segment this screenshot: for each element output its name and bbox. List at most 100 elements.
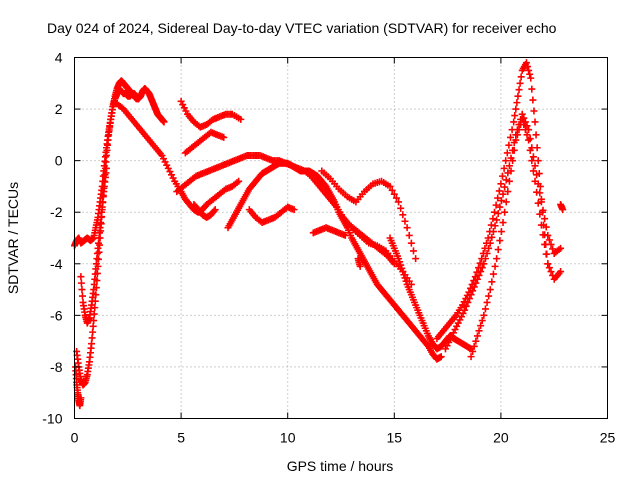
data-point [210,207,218,215]
series-trace-q [433,59,552,343]
data-point [478,264,486,272]
data-point [530,107,538,115]
data-point [532,131,540,139]
data-point [399,268,407,276]
data-point [398,264,406,272]
data-point [473,275,481,283]
series-trace-g [181,128,228,157]
data-point [515,86,523,94]
y-tick-label: 0 [55,153,63,169]
data-point [526,70,534,78]
data-point [528,157,536,165]
chart-title: Day 024 of 2024, Sidereal Day-to-day VTE… [47,20,557,36]
data-point [518,115,526,123]
data-point [469,287,477,295]
data-point [472,337,480,345]
data-point [497,228,505,236]
data-point [503,149,511,157]
y-tick-label: -8 [50,359,63,375]
data-point [545,236,553,244]
data-point [545,264,553,272]
data-point [467,291,475,299]
data-point [537,221,545,229]
series-trace-b [73,87,142,389]
data-point [493,216,501,224]
data-point [541,215,549,223]
data-point [290,206,298,214]
data-point [501,183,509,191]
data-point [527,74,535,82]
data-point [496,237,504,245]
data-point [405,231,413,239]
series-trace-k [245,203,298,227]
data-point [134,95,142,103]
data-point [491,208,499,216]
data-point [477,268,485,276]
data-point [517,73,525,81]
data-point [511,112,519,120]
series-trace-i [190,200,219,221]
data-point [480,311,488,319]
data-point [390,190,398,198]
data-point [529,153,537,161]
data-point [489,215,497,223]
series-trace-o [354,255,364,270]
data-point [498,172,506,180]
data-point [494,246,502,254]
data-point [497,197,505,205]
x-tick-label: 15 [387,430,403,446]
data-point [542,223,550,231]
data-point [526,146,534,154]
data-point [509,157,517,165]
data-point [396,258,404,266]
data-point [492,201,500,209]
data-point [461,306,469,314]
data-point [494,210,502,218]
data-point [502,176,510,184]
data-point [77,273,85,281]
data-point [547,268,555,276]
data-point [513,131,521,139]
data-point [495,187,503,195]
data-point [399,211,407,219]
data-point [557,244,565,252]
data-point [235,177,243,185]
data-point [506,133,514,141]
data-point [539,231,547,239]
data-point [520,121,528,129]
data-point [547,240,555,248]
y-tick-label: -6 [50,307,63,323]
data-point [481,305,489,313]
data-point [531,118,539,126]
data-point [507,167,515,175]
data-point [102,158,110,166]
data-point [510,146,518,154]
series-trace-d [77,164,110,327]
data-point [473,332,481,340]
data-point [486,286,494,294]
data-point [477,322,485,330]
y-axis-title: SDTVAR / TECUs [5,182,21,294]
data-point [559,206,567,214]
data-point [537,198,545,206]
data-point [496,203,504,211]
data-point [412,255,420,263]
data-point [95,248,103,256]
series-trace-l [309,224,349,239]
data-point [397,204,405,212]
data-point [465,295,473,303]
data-point [397,261,405,269]
data-point [529,167,537,175]
data-point [77,394,85,402]
data-point [77,279,85,287]
data-point [481,255,489,263]
x-tick-label: 20 [493,430,509,446]
y-tick-label: 4 [55,50,63,66]
data-point [401,274,409,282]
series-trace-t [557,200,567,214]
y-tick-label: -10 [42,411,62,427]
data-point [470,283,478,291]
data-point [160,118,168,126]
data-point [462,302,470,310]
data-point [478,317,486,325]
